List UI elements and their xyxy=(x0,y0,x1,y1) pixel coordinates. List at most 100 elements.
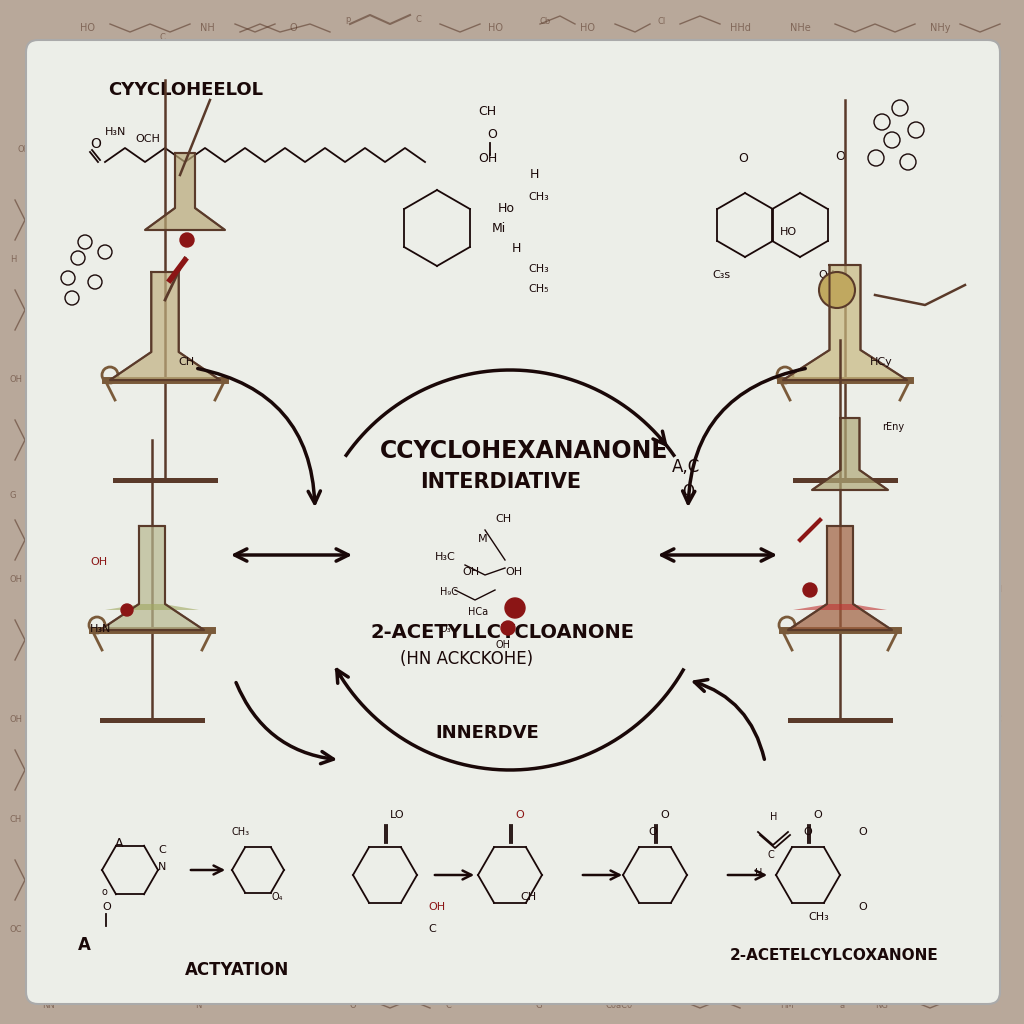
Text: O: O xyxy=(90,137,101,151)
Polygon shape xyxy=(812,418,888,490)
Text: HCy: HCy xyxy=(870,357,893,367)
Text: O: O xyxy=(835,150,845,163)
Text: CH: CH xyxy=(478,105,496,118)
Text: O: O xyxy=(660,810,669,820)
Text: CH₃: CH₃ xyxy=(808,912,828,922)
Text: C: C xyxy=(158,845,166,855)
Text: HO: HO xyxy=(488,23,503,33)
Text: A: A xyxy=(78,936,91,954)
Text: H₃N: H₃N xyxy=(90,624,112,634)
Text: OH: OH xyxy=(428,902,445,912)
Text: CH₃: CH₃ xyxy=(528,193,549,202)
Text: OF: OF xyxy=(18,145,30,155)
Circle shape xyxy=(501,621,515,635)
Text: H₉C: H₉C xyxy=(440,587,458,597)
Text: OH: OH xyxy=(990,586,1002,595)
Text: A: A xyxy=(115,837,124,850)
Text: OH: OH xyxy=(10,716,23,725)
Polygon shape xyxy=(145,153,225,230)
Text: H: H xyxy=(770,812,777,822)
Text: NHe: NHe xyxy=(790,23,811,33)
Polygon shape xyxy=(793,604,887,610)
Text: LO: LO xyxy=(390,810,404,820)
Text: H: H xyxy=(10,256,16,264)
Text: OH: OH xyxy=(478,152,498,165)
Text: N: N xyxy=(158,862,166,872)
Text: H: H xyxy=(530,168,540,181)
Text: Cb: Cb xyxy=(540,17,551,27)
Text: a: a xyxy=(840,1000,845,1010)
Text: OH: OH xyxy=(90,557,108,567)
Text: OH: OH xyxy=(462,567,479,577)
Text: NH: NH xyxy=(200,23,215,33)
Text: =: = xyxy=(175,38,182,46)
Text: H: H xyxy=(755,868,763,878)
Text: CH: CH xyxy=(10,815,23,824)
Text: HM: HM xyxy=(780,1000,794,1010)
Polygon shape xyxy=(100,526,204,630)
Text: H₃N: H₃N xyxy=(105,127,126,137)
Text: OH: OH xyxy=(505,567,522,577)
Text: HCa: HCa xyxy=(468,607,488,617)
Text: CH₅: CH₅ xyxy=(528,284,549,294)
Text: CH: CH xyxy=(178,357,195,367)
Text: NN: NN xyxy=(42,1000,54,1010)
Text: HHd: HHd xyxy=(730,23,751,33)
Text: OC: OC xyxy=(990,716,1002,725)
Text: NG: NG xyxy=(874,1000,888,1010)
Text: CH₃: CH₃ xyxy=(528,264,549,274)
Text: Cl: Cl xyxy=(658,17,667,27)
Text: OCH: OCH xyxy=(135,134,160,144)
Text: OlB: OlB xyxy=(985,145,999,155)
Text: 2-ACETYLLCYCLOANONE: 2-ACETYLLCYCLOANONE xyxy=(370,623,634,642)
Text: ACTYATION: ACTYATION xyxy=(185,961,289,979)
Circle shape xyxy=(819,272,855,308)
Text: O: O xyxy=(858,827,866,837)
Polygon shape xyxy=(788,526,892,630)
Text: OH: OH xyxy=(10,376,23,384)
Text: CYYCLOHEELOL: CYYCLOHEELOL xyxy=(108,81,263,99)
Text: INTERDIATIVE: INTERDIATIVE xyxy=(420,472,582,492)
Text: O: O xyxy=(350,1000,356,1010)
Text: N: N xyxy=(195,1000,202,1010)
Text: C: C xyxy=(445,1000,451,1010)
Text: CθaCθ: CθaCθ xyxy=(605,1000,632,1010)
FancyBboxPatch shape xyxy=(26,40,1000,1004)
Text: CH: CH xyxy=(520,892,537,902)
Text: OH: OH xyxy=(495,640,510,650)
Text: G: G xyxy=(535,1000,542,1010)
Text: O: O xyxy=(290,23,298,33)
Text: C: C xyxy=(428,924,436,934)
Text: C: C xyxy=(415,15,421,25)
Text: O: O xyxy=(682,484,694,499)
Text: OC: OC xyxy=(10,926,23,935)
Text: NHy: NHy xyxy=(930,23,950,33)
Text: GH: GH xyxy=(990,456,1002,465)
Text: O: O xyxy=(102,902,111,912)
Text: H₃C: H₃C xyxy=(435,552,456,562)
Text: CH: CH xyxy=(495,514,511,524)
Text: HO: HO xyxy=(80,23,95,33)
Text: C₃s: C₃s xyxy=(712,270,730,280)
Text: OH: OH xyxy=(10,575,23,585)
Text: o: o xyxy=(102,887,108,897)
Text: CCYCLOHEXANANONE: CCYCLOHEXANANONE xyxy=(380,439,669,463)
Text: M: M xyxy=(478,534,487,544)
Text: O: O xyxy=(515,810,523,820)
Text: A,C: A,C xyxy=(672,458,700,476)
Text: O: O xyxy=(858,902,866,912)
Text: p: p xyxy=(345,15,350,25)
Text: Ho: Ho xyxy=(498,202,515,215)
Polygon shape xyxy=(105,604,199,610)
Circle shape xyxy=(121,604,133,616)
Text: CH: CH xyxy=(990,315,1002,325)
Text: O: O xyxy=(803,827,812,837)
Text: O: O xyxy=(738,152,748,165)
Text: C: C xyxy=(768,850,775,860)
Text: (HN ACKCKOHE): (HN ACKCKOHE) xyxy=(400,650,534,668)
Text: H: H xyxy=(512,242,521,255)
Text: CH₃: CH₃ xyxy=(232,827,250,837)
Text: O₄: O₄ xyxy=(272,892,284,902)
Text: G: G xyxy=(10,490,16,500)
Text: 2-ACETELCYLCOXANONE: 2-ACETELCYLCOXANONE xyxy=(730,948,939,963)
